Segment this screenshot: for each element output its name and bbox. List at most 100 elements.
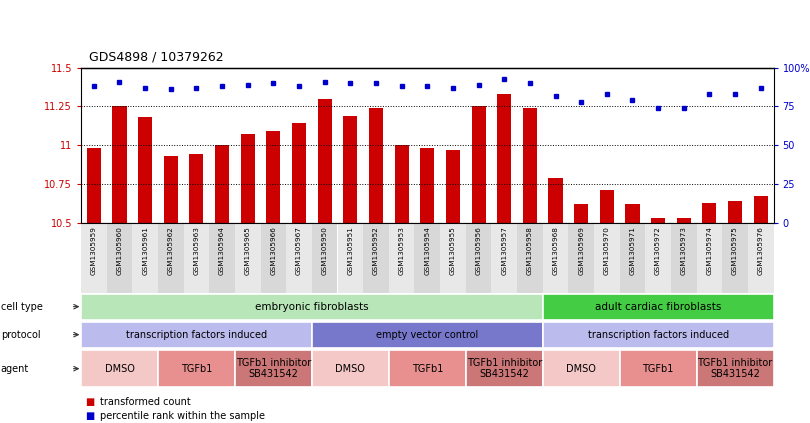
Text: GSM1305970: GSM1305970 bbox=[603, 226, 610, 275]
Text: TGFb1 inhibitor
SB431542: TGFb1 inhibitor SB431542 bbox=[236, 358, 311, 379]
Text: GSM1305973: GSM1305973 bbox=[680, 226, 687, 275]
Text: GSM1305976: GSM1305976 bbox=[757, 226, 764, 275]
Bar bbox=[81, 350, 158, 387]
Bar bbox=[543, 322, 774, 348]
Text: adult cardiac fibroblasts: adult cardiac fibroblasts bbox=[595, 302, 722, 312]
Bar bbox=[261, 222, 286, 293]
Bar bbox=[625, 204, 640, 222]
Text: GSM1305968: GSM1305968 bbox=[552, 226, 559, 275]
Text: GSM1305964: GSM1305964 bbox=[219, 226, 225, 275]
Bar bbox=[620, 222, 646, 293]
Bar bbox=[440, 222, 466, 293]
Text: GSM1305965: GSM1305965 bbox=[245, 226, 251, 275]
Bar bbox=[394, 145, 409, 222]
Bar bbox=[158, 222, 184, 293]
Bar bbox=[107, 222, 132, 293]
Bar bbox=[292, 124, 306, 222]
Bar bbox=[466, 350, 543, 387]
Bar bbox=[748, 222, 774, 293]
Bar bbox=[446, 150, 460, 222]
Bar bbox=[569, 222, 594, 293]
Text: GSM1305962: GSM1305962 bbox=[168, 226, 174, 275]
Text: DMSO: DMSO bbox=[335, 364, 365, 374]
Text: GSM1305958: GSM1305958 bbox=[526, 226, 533, 275]
Text: empty vector control: empty vector control bbox=[376, 330, 479, 340]
Bar bbox=[599, 190, 614, 222]
Text: embryonic fibroblasts: embryonic fibroblasts bbox=[255, 302, 369, 312]
Text: TGFb1 inhibitor
SB431542: TGFb1 inhibitor SB431542 bbox=[467, 358, 542, 379]
Text: GSM1305969: GSM1305969 bbox=[578, 226, 584, 275]
Text: GSM1305954: GSM1305954 bbox=[424, 226, 430, 275]
Text: GSM1305952: GSM1305952 bbox=[373, 226, 379, 275]
Text: GSM1305975: GSM1305975 bbox=[732, 226, 738, 275]
Text: transcription factors induced: transcription factors induced bbox=[126, 330, 267, 340]
Bar bbox=[209, 222, 235, 293]
Text: GSM1305951: GSM1305951 bbox=[347, 226, 353, 275]
Text: GDS4898 / 10379262: GDS4898 / 10379262 bbox=[89, 50, 224, 63]
Text: transcription factors induced: transcription factors induced bbox=[587, 330, 729, 340]
Text: DMSO: DMSO bbox=[104, 364, 134, 374]
Bar bbox=[81, 294, 543, 319]
Text: ■: ■ bbox=[85, 397, 94, 407]
Bar bbox=[318, 99, 332, 222]
Bar bbox=[702, 203, 717, 222]
Bar bbox=[723, 222, 748, 293]
Text: ■: ■ bbox=[85, 411, 94, 421]
Bar bbox=[594, 222, 620, 293]
Bar bbox=[215, 145, 229, 222]
Bar bbox=[415, 222, 440, 293]
Text: GSM1305950: GSM1305950 bbox=[322, 226, 328, 275]
Text: GSM1305974: GSM1305974 bbox=[706, 226, 713, 275]
Bar bbox=[697, 222, 723, 293]
Text: GSM1305959: GSM1305959 bbox=[91, 226, 97, 275]
Text: GSM1305963: GSM1305963 bbox=[194, 226, 199, 275]
Text: TGFb1: TGFb1 bbox=[181, 364, 212, 374]
Bar bbox=[138, 117, 152, 222]
Bar bbox=[697, 350, 774, 387]
Text: TGFb1: TGFb1 bbox=[411, 364, 443, 374]
Bar bbox=[466, 222, 492, 293]
Text: DMSO: DMSO bbox=[566, 364, 596, 374]
Text: GSM1305972: GSM1305972 bbox=[655, 226, 661, 275]
Bar bbox=[620, 350, 697, 387]
Text: transformed count: transformed count bbox=[100, 397, 190, 407]
Text: GSM1305960: GSM1305960 bbox=[117, 226, 122, 275]
Text: TGFb1 inhibitor
SB431542: TGFb1 inhibitor SB431542 bbox=[697, 358, 773, 379]
Bar bbox=[389, 350, 466, 387]
Bar bbox=[113, 107, 126, 222]
Bar bbox=[312, 322, 543, 348]
Text: percentile rank within the sample: percentile rank within the sample bbox=[100, 411, 265, 421]
Bar bbox=[753, 196, 768, 222]
Bar bbox=[241, 135, 255, 222]
Bar bbox=[369, 108, 383, 222]
Bar bbox=[235, 350, 312, 387]
Bar bbox=[548, 178, 563, 222]
Bar bbox=[81, 222, 107, 293]
Bar bbox=[574, 204, 588, 222]
Bar bbox=[497, 94, 511, 222]
Bar bbox=[543, 350, 620, 387]
Text: GSM1305956: GSM1305956 bbox=[475, 226, 482, 275]
Bar bbox=[132, 222, 158, 293]
Bar bbox=[671, 222, 697, 293]
Bar bbox=[338, 222, 363, 293]
Text: GSM1305957: GSM1305957 bbox=[501, 226, 507, 275]
Text: cell type: cell type bbox=[1, 302, 43, 312]
Text: GSM1305955: GSM1305955 bbox=[450, 226, 456, 275]
Bar bbox=[517, 222, 543, 293]
Bar bbox=[728, 201, 742, 222]
Bar bbox=[543, 294, 774, 319]
Bar bbox=[158, 350, 235, 387]
Text: protocol: protocol bbox=[1, 330, 41, 340]
Bar bbox=[312, 222, 338, 293]
Text: GSM1305953: GSM1305953 bbox=[399, 226, 405, 275]
Text: GSM1305967: GSM1305967 bbox=[296, 226, 302, 275]
Bar bbox=[651, 218, 665, 222]
Bar bbox=[522, 108, 537, 222]
Bar bbox=[343, 116, 357, 222]
Bar bbox=[81, 322, 312, 348]
Bar bbox=[543, 222, 569, 293]
Bar bbox=[646, 222, 671, 293]
Text: GSM1305971: GSM1305971 bbox=[629, 226, 636, 275]
Bar bbox=[190, 154, 203, 222]
